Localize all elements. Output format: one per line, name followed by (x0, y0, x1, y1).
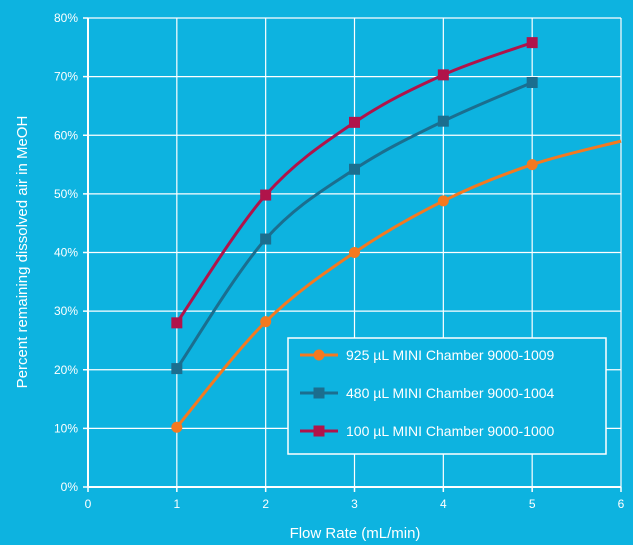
y-tick-label-50: 50% (54, 187, 78, 201)
legend-box (287, 337, 607, 455)
series-1-point-3 (349, 247, 360, 258)
series-1-point-4 (437, 195, 449, 207)
series-layer (171, 37, 622, 433)
x-tick-label-0: 0 (85, 497, 92, 511)
y-tick-label-10: 10% (54, 421, 78, 435)
series-3-point-5 (526, 37, 538, 49)
y-tick-label-20: 20% (54, 363, 78, 377)
series-3-point-2 (260, 189, 272, 201)
x-tick-label-5: 5 (529, 497, 536, 511)
tick-labels: 0 1 2 3 4 5 60%10%20%30%40%50%60%70%80% (54, 11, 625, 511)
series-2-point-3 (349, 163, 360, 175)
x-axis-title: Flow Rate (mL/min) (290, 525, 421, 542)
y-tick-label-80: 80% (54, 11, 78, 25)
y-tick-label-30: 30% (54, 304, 78, 318)
series-1-point-5 (526, 159, 538, 171)
series-2-point-4 (437, 115, 449, 127)
x-tick-label-3: 3 (351, 497, 358, 511)
y-tick-label-40: 40% (54, 246, 78, 260)
x-tick-label-2: 2 (262, 497, 269, 511)
grid (88, 17, 622, 487)
legend-marker-1 (313, 349, 325, 361)
legend-label-2: 480 µL MINI Chamber 9000-1004 (346, 385, 555, 401)
series-2-point-5 (526, 76, 538, 88)
x-tick-label-6: 6 (618, 497, 625, 511)
y-axis-title: Percent remaining dissolved air in MeOH (14, 116, 31, 389)
y-tick-label-70: 70% (54, 70, 78, 84)
legend-label-1: 925 µL MINI Chamber 9000-1009 (346, 347, 555, 363)
legend-marker-2 (313, 387, 325, 399)
series-1-point-2 (260, 316, 272, 328)
y-tick-label-0: 0% (61, 480, 79, 494)
series-3-point-4 (437, 69, 449, 81)
y-tick-label-60: 60% (54, 128, 78, 142)
x-tick-label-4: 4 (440, 497, 447, 511)
series-3-point-1 (171, 317, 183, 329)
series-2-point-2 (260, 233, 272, 245)
series-1-point-1 (171, 421, 183, 433)
series-2-point-1 (171, 363, 183, 375)
x-tick-label-1: 1 (173, 497, 180, 511)
axes (83, 17, 622, 492)
series-3-point-3 (349, 116, 360, 128)
legend-marker-3 (313, 425, 325, 437)
legend: 925 µL MINI Chamber 9000-1009 480 µL MINI… (287, 337, 607, 455)
legend-label-3: 100 µL MINI Chamber 9000-1000 (346, 423, 555, 439)
